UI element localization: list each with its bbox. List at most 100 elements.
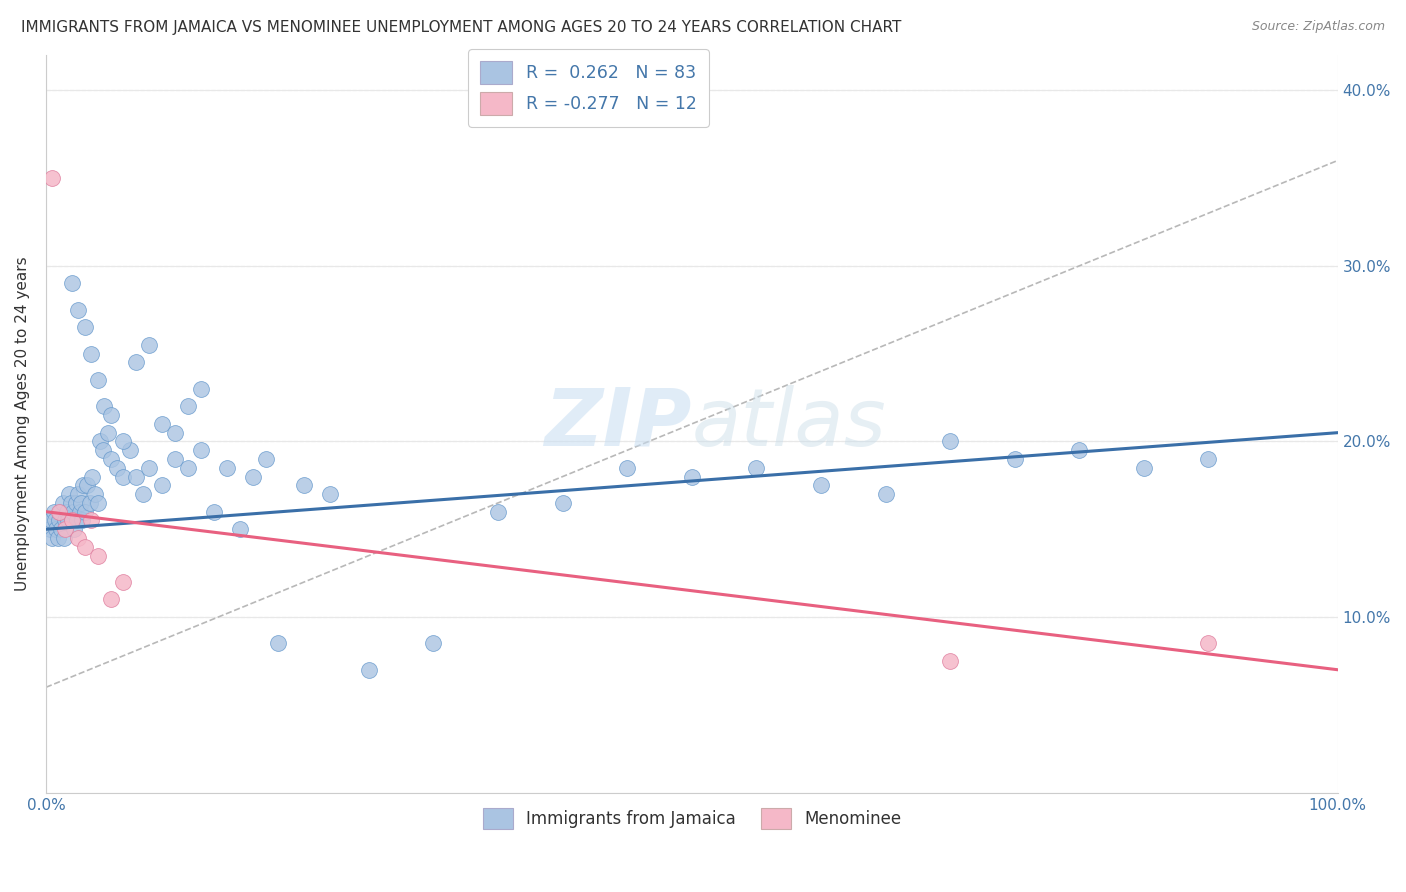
Point	[125, 355, 148, 369]
Point	[51, 522, 73, 536]
Point	[177, 460, 200, 475]
Point	[97, 425, 120, 440]
Point	[486, 505, 509, 519]
Point	[118, 443, 141, 458]
Point	[150, 478, 173, 492]
Point	[65, 496, 87, 510]
Point	[91, 443, 114, 458]
Point	[86, 549, 108, 563]
Point	[105, 460, 128, 475]
Point	[100, 592, 122, 607]
Point	[41, 171, 63, 186]
Point	[67, 531, 90, 545]
Point	[215, 460, 238, 475]
Point	[616, 460, 638, 475]
Point	[48, 513, 70, 527]
Text: IMMIGRANTS FROM JAMAICA VS MENOMINEE UNEMPLOYMENT AMONG AGES 20 TO 24 YEARS CORR: IMMIGRANTS FROM JAMAICA VS MENOMINEE UNE…	[21, 20, 901, 35]
Point	[125, 469, 148, 483]
Point	[39, 513, 62, 527]
Point	[79, 496, 101, 510]
Point	[138, 338, 160, 352]
Point	[939, 654, 962, 668]
Point	[67, 302, 90, 317]
Point	[89, 434, 111, 449]
Point	[810, 478, 832, 492]
Y-axis label: Unemployment Among Ages 20 to 24 years: Unemployment Among Ages 20 to 24 years	[15, 257, 30, 591]
Point	[1069, 443, 1091, 458]
Point	[202, 505, 225, 519]
Point	[56, 513, 79, 527]
Point	[112, 434, 135, 449]
Point	[49, 505, 72, 519]
Point	[228, 522, 250, 536]
Point	[53, 522, 76, 536]
Point	[60, 513, 83, 527]
Point	[53, 531, 76, 545]
Point	[254, 452, 277, 467]
Point	[100, 452, 122, 467]
Point	[38, 522, 60, 536]
Point	[52, 496, 75, 510]
Point	[62, 505, 84, 519]
Point	[60, 513, 83, 527]
Text: ZIP: ZIP	[544, 384, 692, 463]
Point	[63, 522, 86, 536]
Point	[70, 513, 93, 527]
Point	[165, 425, 187, 440]
Point	[745, 460, 768, 475]
Point	[100, 408, 122, 422]
Point	[44, 513, 66, 527]
Point	[551, 496, 574, 510]
Point	[55, 505, 77, 519]
Point	[59, 496, 82, 510]
Point	[150, 417, 173, 431]
Point	[73, 505, 96, 519]
Point	[45, 522, 67, 536]
Point	[292, 478, 315, 492]
Point	[875, 487, 897, 501]
Point	[86, 373, 108, 387]
Point	[138, 460, 160, 475]
Point	[73, 540, 96, 554]
Text: atlas: atlas	[692, 384, 887, 463]
Point	[190, 382, 212, 396]
Text: Source: ZipAtlas.com: Source: ZipAtlas.com	[1251, 20, 1385, 33]
Point	[132, 487, 155, 501]
Point	[93, 400, 115, 414]
Point	[267, 636, 290, 650]
Point	[82, 469, 104, 483]
Point	[66, 513, 89, 527]
Legend: Immigrants from Jamaica, Menominee: Immigrants from Jamaica, Menominee	[475, 801, 908, 836]
Point	[72, 478, 94, 492]
Point	[76, 478, 98, 492]
Point	[242, 469, 264, 483]
Point	[1004, 452, 1026, 467]
Point	[60, 277, 83, 291]
Point	[41, 531, 63, 545]
Point	[70, 496, 93, 510]
Point	[319, 487, 342, 501]
Point	[69, 505, 91, 519]
Point	[1198, 452, 1220, 467]
Point	[939, 434, 962, 449]
Point	[422, 636, 444, 650]
Point	[177, 400, 200, 414]
Point	[46, 531, 69, 545]
Point	[1133, 460, 1156, 475]
Point	[48, 505, 70, 519]
Point	[58, 487, 80, 501]
Point	[165, 452, 187, 467]
Point	[357, 663, 380, 677]
Point	[73, 320, 96, 334]
Point	[1198, 636, 1220, 650]
Point	[53, 513, 76, 527]
Point	[80, 513, 103, 527]
Point	[190, 443, 212, 458]
Point	[681, 469, 703, 483]
Point	[112, 574, 135, 589]
Point	[42, 505, 65, 519]
Point	[67, 487, 90, 501]
Point	[86, 496, 108, 510]
Point	[112, 469, 135, 483]
Point	[80, 346, 103, 360]
